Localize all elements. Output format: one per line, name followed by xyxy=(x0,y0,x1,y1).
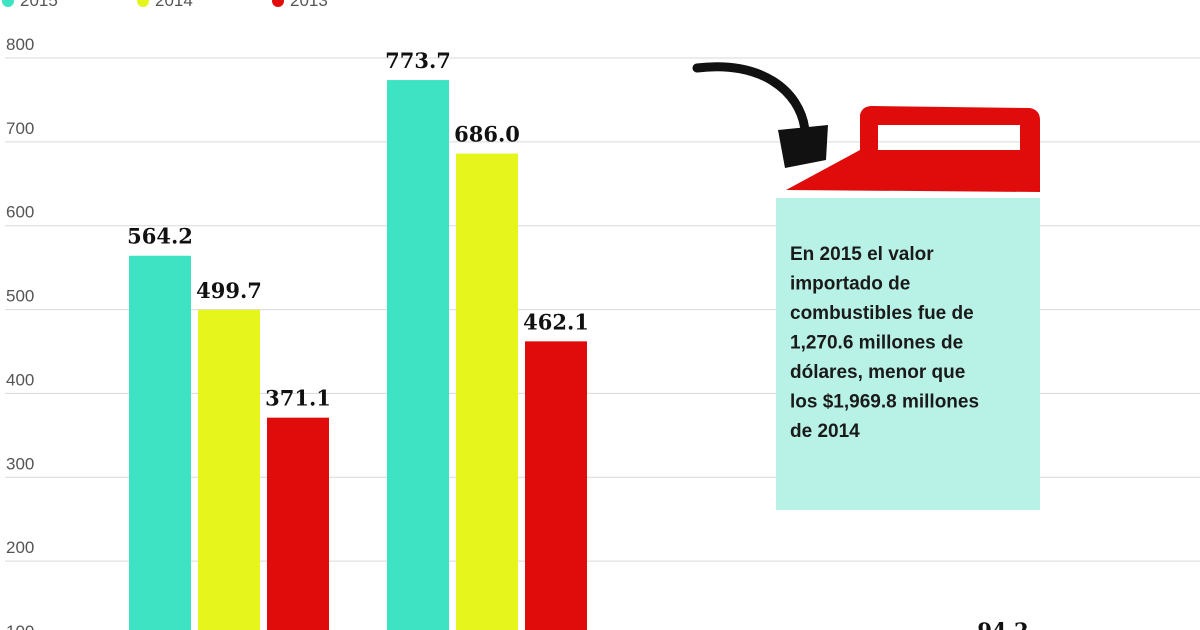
bar xyxy=(198,309,260,630)
y-tick-label: 600 xyxy=(6,203,34,222)
legend-label: 2013 xyxy=(290,0,328,10)
y-tick-label: 300 xyxy=(6,454,34,473)
bar xyxy=(267,417,329,630)
annotation-text: importado de xyxy=(790,274,910,295)
annotation-text: 1,270.6 millones de xyxy=(790,333,963,354)
value-label: 499.7 xyxy=(196,278,262,303)
y-tick-label: 100 xyxy=(6,622,34,630)
annotation-box xyxy=(776,198,1040,510)
hose xyxy=(692,62,810,135)
fuel-can xyxy=(786,106,1040,192)
y-tick-label: 400 xyxy=(6,370,34,389)
value-label: 564.2 xyxy=(127,224,193,249)
annotation-text: dólares, menor que xyxy=(790,362,965,383)
value-label: 773.7 xyxy=(385,48,451,73)
value-label: 462.1 xyxy=(523,309,589,334)
annotation-text: de 2014 xyxy=(790,421,860,442)
annotation-text: combustibles fue de xyxy=(790,303,974,324)
legend-swatch xyxy=(137,0,149,7)
y-tick-label: 800 xyxy=(6,35,34,54)
legend-swatch xyxy=(272,0,284,7)
bar xyxy=(456,153,518,630)
value-label: 371.1 xyxy=(265,386,331,411)
annotation-text: los $1,969.8 millones xyxy=(790,392,979,413)
annotation-text: En 2015 el valor xyxy=(790,244,934,265)
y-tick-label: 200 xyxy=(6,538,34,557)
nozzle xyxy=(778,125,828,168)
value-label: 94.2 xyxy=(977,618,1028,630)
bar xyxy=(129,255,191,630)
y-tick-label: 500 xyxy=(6,287,34,306)
bar xyxy=(525,341,587,630)
value-label: 686.0 xyxy=(454,122,520,147)
legend-swatch xyxy=(2,0,14,7)
y-tick-label: 700 xyxy=(6,119,34,138)
legend-label: 2014 xyxy=(155,0,193,10)
legend-label: 2015 xyxy=(20,0,58,10)
bar xyxy=(387,80,449,630)
